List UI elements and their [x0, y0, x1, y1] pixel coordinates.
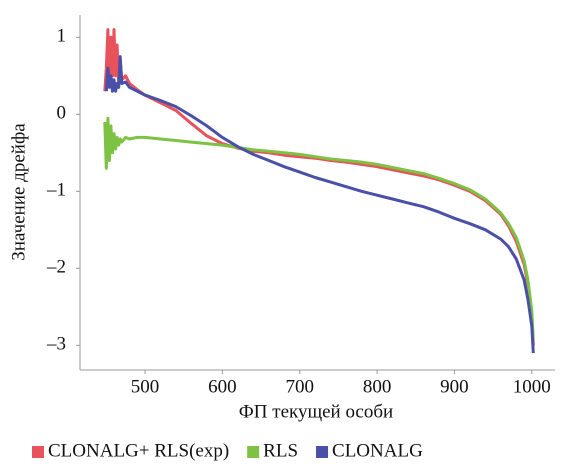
legend-swatch: [32, 446, 44, 458]
legend-swatch: [247, 446, 260, 458]
y-axis-label: Значение дрейфа: [8, 123, 29, 261]
series-line: [104, 55, 535, 354]
x-tick-label: 600: [208, 376, 237, 397]
x-tick-label: 1000: [513, 376, 551, 397]
x-tick-label: 500: [131, 376, 160, 397]
y-tick-label: 0: [57, 103, 67, 124]
y-tick-label: 1: [57, 26, 67, 47]
y-tick-label: –2: [46, 257, 66, 278]
legend-swatch: [316, 446, 329, 458]
legend-label: CLONALG: [332, 440, 423, 461]
y-tick-label: –3: [46, 334, 66, 355]
x-axis-label: ФП текущей особи: [239, 401, 393, 422]
legend-label: RLS: [263, 440, 298, 461]
x-tick-label: 800: [363, 376, 392, 397]
x-tick-label: 700: [285, 376, 314, 397]
x-tick-label: 900: [440, 376, 469, 397]
series-line: [103, 28, 535, 346]
y-tick-label: –1: [46, 180, 66, 201]
series-line: [103, 116, 535, 342]
legend-label: CLONALG+ RLS(exp): [48, 440, 229, 461]
